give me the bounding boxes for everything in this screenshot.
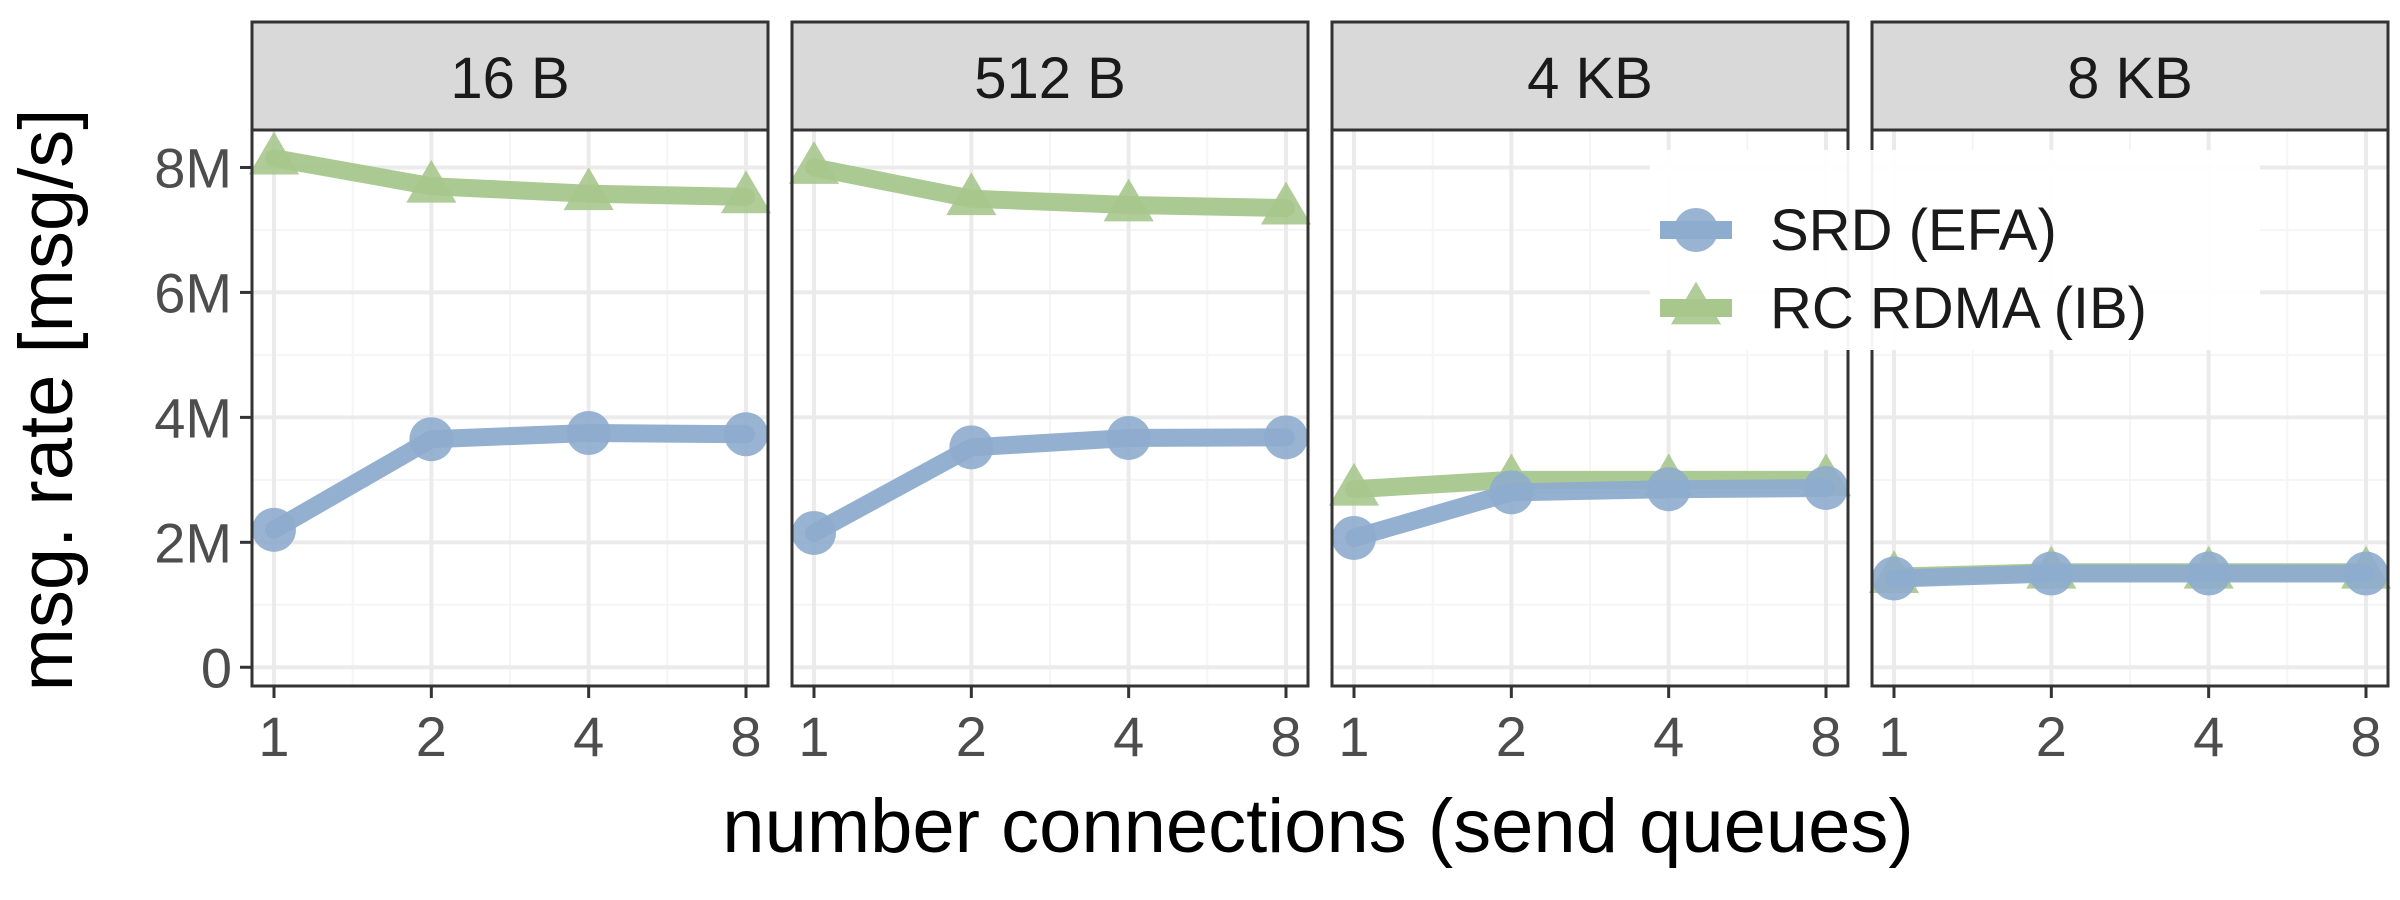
data-point <box>409 417 454 462</box>
panel-8-kb: 8 KB 1 2 4 8 <box>1868 20 2392 768</box>
data-point <box>1804 465 1848 510</box>
data-point <box>2029 551 2074 596</box>
data-point <box>1489 470 1534 515</box>
legend-key-marker <box>1674 208 1718 252</box>
facet-strip-label: 512 B <box>974 46 1126 111</box>
data-point <box>1872 556 1916 601</box>
data-point <box>792 510 836 555</box>
data-point <box>1332 515 1376 560</box>
data-point <box>946 172 997 216</box>
y-tick-label: 2M <box>154 511 232 574</box>
data-point <box>720 170 772 214</box>
x-tick-label: 8 <box>730 705 761 768</box>
panel-512-b: 512 B 1 2 4 8 <box>788 20 1312 768</box>
panel-16-b: 16 B 1 2 4 8 <box>248 20 772 768</box>
series-line-rc-rdma-ib- <box>805 158 1295 218</box>
y-tick-label: 6M <box>154 261 232 324</box>
facet-strip-label: 16 B <box>450 46 569 111</box>
x-tick-label: 1 <box>1878 705 1909 768</box>
x-tick-label: 2 <box>956 705 987 768</box>
x-tick-label: 4 <box>1113 705 1144 768</box>
legend: SRD (EFA) RC RDMA (IB) <box>1650 150 2260 350</box>
data-point <box>248 131 300 175</box>
facet-strip-label: 8 KB <box>2067 46 2193 111</box>
y-axis-title: msg. rate [msg/s] <box>4 109 89 692</box>
legend-entry-label: RC RDMA (IB) <box>1770 276 2147 341</box>
x-tick-label: 2 <box>1496 705 1527 768</box>
data-point <box>1260 181 1312 225</box>
x-tick-label: 2 <box>2036 705 2067 768</box>
facet-strip-label: 4 KB <box>1527 46 1653 111</box>
data-point <box>1103 178 1154 222</box>
data-point <box>1106 415 1151 460</box>
y-axis-ticks: 0 2M 4M 6M 8M <box>154 136 252 699</box>
data-point <box>563 167 614 211</box>
data-point <box>252 507 296 552</box>
x-tick-label: 1 <box>798 705 829 768</box>
series-line-srd-efa- <box>265 423 755 539</box>
legend-background <box>1650 150 2260 350</box>
x-tick-label: 2 <box>416 705 447 768</box>
y-tick-label: 0 <box>201 636 232 699</box>
facet-strip <box>790 20 1310 132</box>
data-point <box>788 141 840 184</box>
x-tick-label: 1 <box>1338 705 1369 768</box>
data-point <box>2186 551 2231 596</box>
data-point <box>1328 462 1380 506</box>
y-tick-label: 8M <box>154 136 232 199</box>
data-point <box>1264 415 1308 460</box>
x-tick-label: 1 <box>258 705 289 768</box>
data-point <box>1646 467 1691 512</box>
series-line-srd-efa- <box>1345 478 1835 547</box>
x-tick-label: 8 <box>2350 705 2381 768</box>
data-point <box>949 425 994 470</box>
data-point <box>566 410 611 455</box>
facet-strip <box>250 20 770 132</box>
data-point <box>406 159 457 203</box>
facet-strip <box>1330 20 1850 132</box>
x-tick-label: 8 <box>1810 705 1841 768</box>
x-tick-label: 8 <box>1270 705 1301 768</box>
data-point <box>2344 551 2388 596</box>
series-line-rc-rdma-ib- <box>265 149 755 206</box>
series-line-srd-efa- <box>805 428 1295 542</box>
x-tick-label: 4 <box>1653 705 1684 768</box>
legend-key-marker <box>1670 281 1722 325</box>
data-point <box>724 412 768 457</box>
facet-strip <box>1870 20 2390 132</box>
panel-4-kb: 4 KB 1 2 4 8 <box>1328 20 1852 768</box>
legend-entry-label: SRD (EFA) <box>1770 198 2057 263</box>
chart-panels: 16 B 1 2 4 8 512 B 1 2 4 8 4 KB 1 2 4 8 8 KB 1 2 4 8 <box>248 20 2392 768</box>
x-tick-label: 4 <box>2193 705 2224 768</box>
x-tick-label: 4 <box>573 705 604 768</box>
x-axis-title: number connections (send queues) <box>722 784 1913 869</box>
series-line-srd-efa- <box>1885 564 2375 588</box>
y-tick-label: 4M <box>154 386 232 449</box>
